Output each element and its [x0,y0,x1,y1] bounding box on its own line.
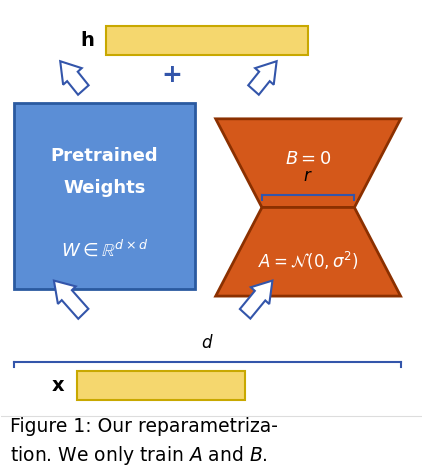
FancyArrow shape [248,61,277,95]
Text: $A = \mathcal{N}(0,\sigma^2)$: $A = \mathcal{N}(0,\sigma^2)$ [258,250,358,272]
FancyArrow shape [60,61,89,95]
Text: Figure 1: Our reparametriza-
tion. We only train $A$ and $B$.: Figure 1: Our reparametriza- tion. We on… [10,417,277,467]
Text: x: x [52,377,64,395]
Text: h: h [81,31,94,50]
Text: $W \in \mathbb{R}^{d\times d}$: $W \in \mathbb{R}^{d\times d}$ [60,239,148,260]
Bar [14,103,195,289]
Text: Pretrained: Pretrained [50,148,158,166]
Text: $d$: $d$ [201,334,214,352]
Text: $\mathbf{+}$: $\mathbf{+}$ [162,62,182,87]
Bar [107,26,308,54]
Text: $r$: $r$ [303,167,313,185]
Bar [77,371,245,400]
Text: Weights: Weights [63,178,146,196]
FancyArrow shape [54,280,88,319]
Text: $B = 0$: $B = 0$ [285,150,331,168]
FancyArrow shape [240,280,272,319]
Polygon shape [216,208,401,296]
Polygon shape [216,119,401,208]
